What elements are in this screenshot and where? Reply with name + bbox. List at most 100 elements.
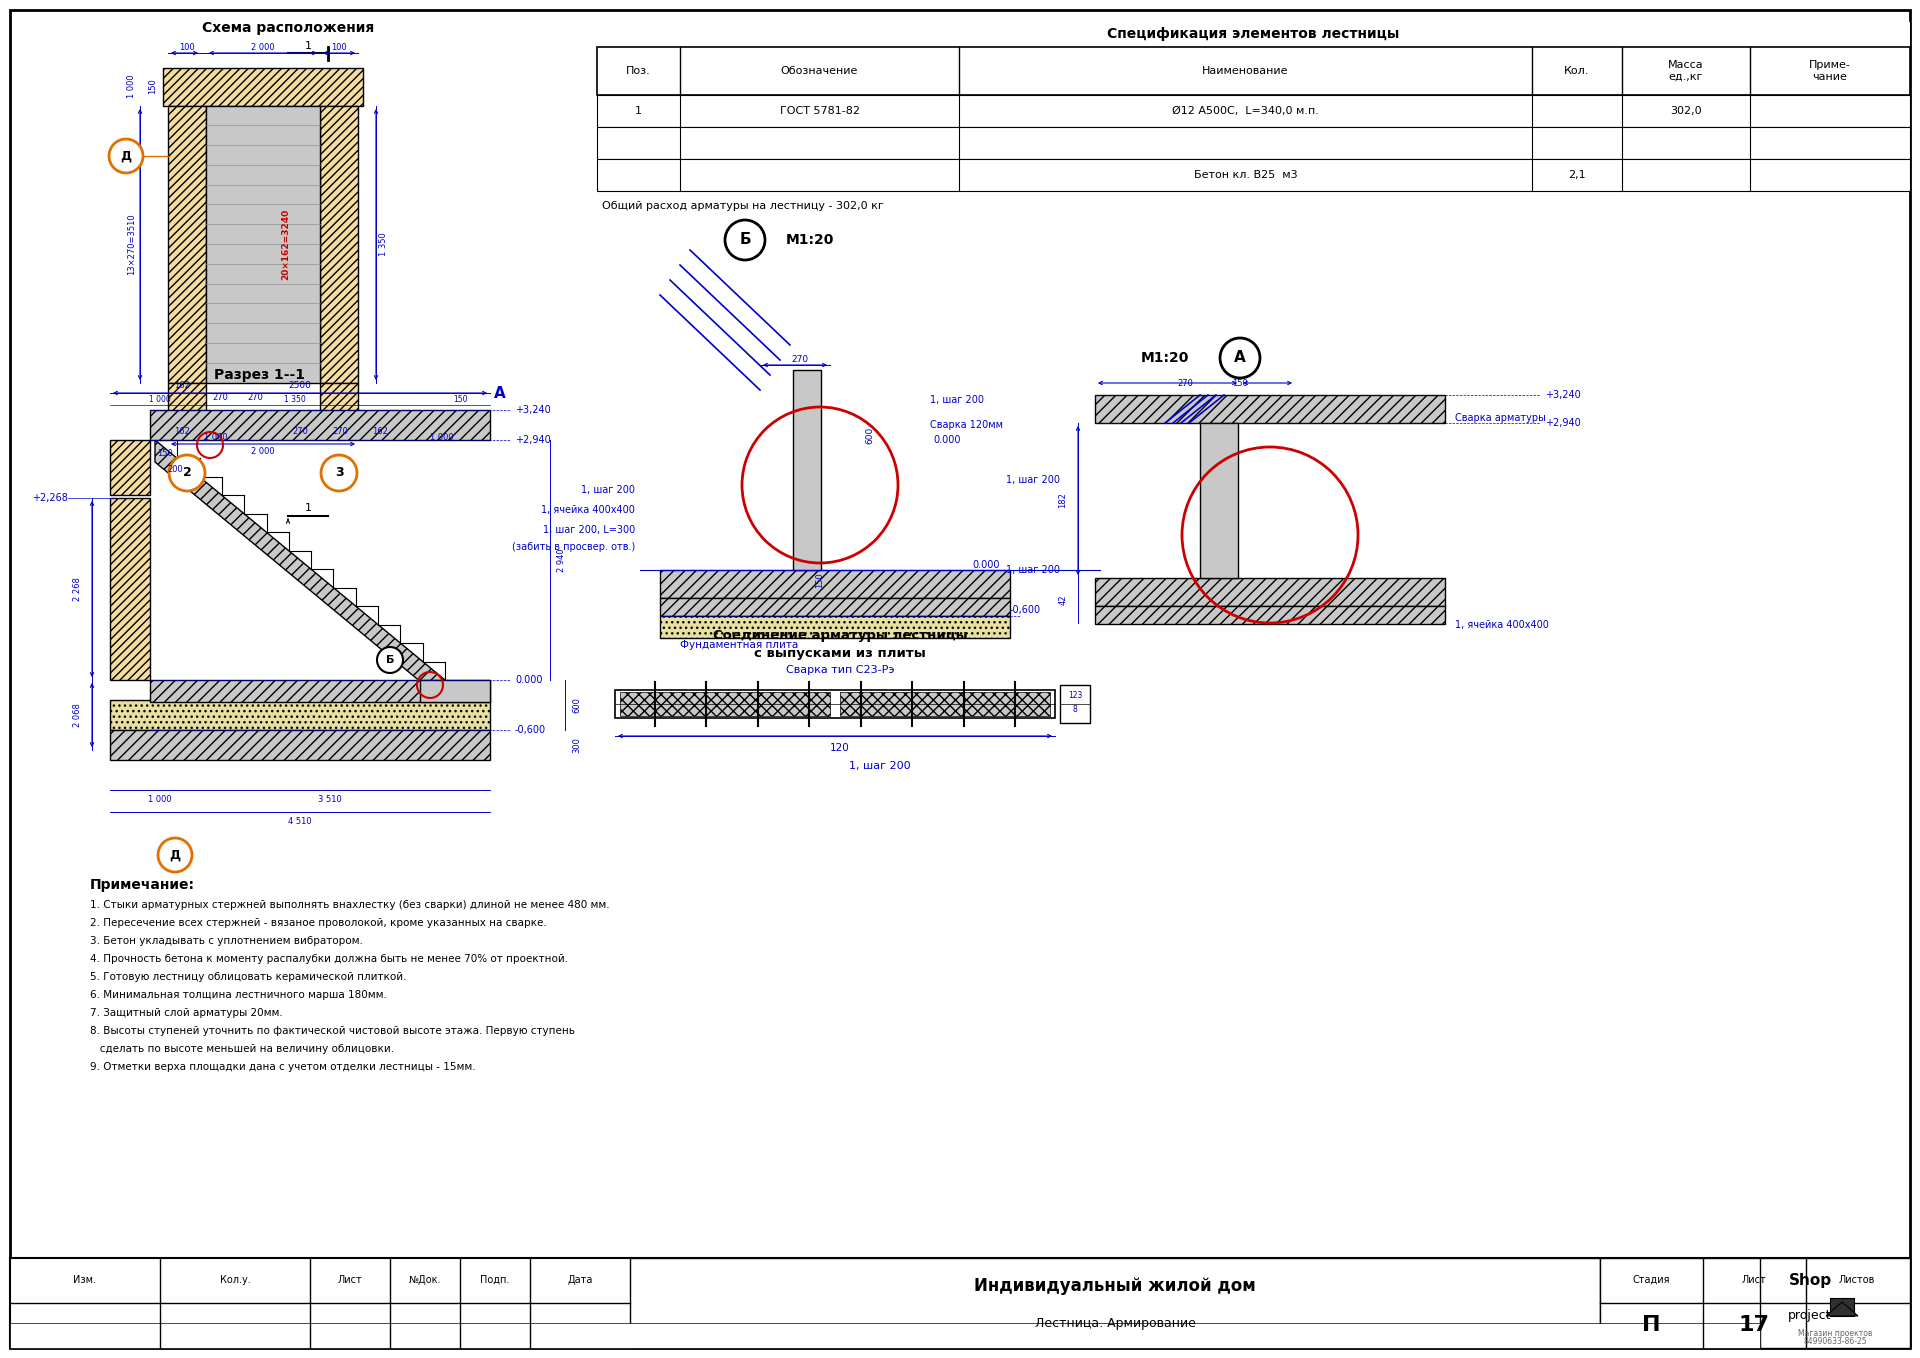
Text: 1, шаг 200, L=300: 1, шаг 200, L=300: [543, 526, 636, 535]
Text: 1, ячейка 400х400: 1, ячейка 400х400: [1455, 621, 1549, 630]
Circle shape: [169, 455, 205, 492]
Text: +3,240: +3,240: [515, 405, 551, 416]
Text: 2 268: 2 268: [73, 577, 83, 602]
Text: 0.000: 0.000: [515, 675, 543, 684]
Bar: [1094, 579, 1446, 606]
Text: A: A: [493, 386, 505, 401]
Circle shape: [726, 220, 764, 259]
Bar: [109, 498, 150, 680]
Text: 1 000: 1 000: [430, 433, 453, 443]
Text: сделать по высоте меньшей на величину облицовки.: сделать по высоте меньшей на величину об…: [90, 1044, 394, 1054]
Text: 2 940: 2 940: [557, 549, 566, 572]
Text: Б: Б: [739, 232, 751, 247]
Text: +2,940: +2,940: [1546, 418, 1580, 428]
Bar: [1094, 606, 1446, 623]
Text: Бетон кл. В25  м3: Бетон кл. В25 м3: [1194, 170, 1298, 181]
Bar: [169, 106, 205, 383]
Text: 1 000: 1 000: [204, 433, 227, 443]
Text: 1 000: 1 000: [150, 395, 171, 403]
Text: Shop: Shop: [1788, 1272, 1832, 1287]
Text: 2. Пересечение всех стержней - вязаное проволокой, кроме указанных на сварке.: 2. Пересечение всех стержней - вязаное п…: [90, 918, 547, 928]
Text: 270: 270: [1177, 379, 1192, 387]
Text: Д: Д: [121, 149, 132, 163]
Text: 5. Готовую лестницу облицовать керамической плиткой.: 5. Готовую лестницу облицовать керамичес…: [90, 972, 407, 982]
Text: 1. Стыки арматурных стержней выполнять внахлестку (без сварки) длиной не менее 4: 1. Стыки арматурных стержней выполнять в…: [90, 900, 611, 910]
Circle shape: [157, 838, 192, 872]
Text: 600: 600: [866, 426, 874, 444]
Text: Лист: Лист: [1741, 1275, 1766, 1285]
Bar: [597, 95, 1910, 128]
Bar: [150, 410, 490, 440]
Text: 1: 1: [636, 106, 641, 115]
Text: Индивидуальный жилой дом: Индивидуальный жилой дом: [973, 1277, 1256, 1296]
Text: 1, шаг 200: 1, шаг 200: [1006, 565, 1060, 574]
Text: Общий расход арматуры на лестницу - 302,0 кг: Общий расход арматуры на лестницу - 302,…: [603, 201, 883, 210]
Text: 1, шаг 200: 1, шаг 200: [1006, 475, 1060, 485]
Text: 2,1: 2,1: [1569, 170, 1586, 181]
Text: 150: 150: [157, 449, 173, 459]
Text: 162: 162: [175, 428, 190, 436]
Bar: [841, 693, 1050, 716]
Bar: [597, 48, 1910, 95]
Text: 8: 8: [1073, 706, 1077, 714]
Text: 1: 1: [305, 41, 311, 52]
Text: 3. Бетон укладывать с уплотнением вибратором.: 3. Бетон укладывать с уплотнением вибрат…: [90, 936, 363, 947]
Text: 2 000: 2 000: [252, 448, 275, 456]
Text: 1 350: 1 350: [284, 395, 305, 403]
Text: с выпусками из плиты: с выпусками из плиты: [755, 646, 925, 660]
Bar: [10, 1323, 1761, 1348]
Circle shape: [109, 139, 142, 172]
Text: -0,600: -0,600: [515, 725, 545, 735]
Text: 13×270=3510: 13×270=3510: [127, 213, 136, 276]
Text: 150: 150: [453, 395, 467, 403]
Text: 270: 270: [292, 428, 307, 436]
Circle shape: [1219, 338, 1260, 378]
Bar: [109, 699, 490, 731]
Text: 2 068: 2 068: [73, 703, 83, 727]
Text: 17: 17: [1738, 1315, 1770, 1335]
Bar: [660, 617, 1010, 638]
Circle shape: [321, 455, 357, 492]
Text: Листов: Листов: [1839, 1275, 1876, 1285]
Text: 123: 123: [1068, 690, 1083, 699]
Text: М1:20: М1:20: [1140, 350, 1188, 365]
Bar: [630, 1258, 1599, 1348]
Bar: [597, 128, 1910, 159]
Text: +2,268: +2,268: [33, 493, 67, 502]
Text: Магазин проектов: Магазин проектов: [1797, 1328, 1872, 1338]
Text: Кол.у.: Кол.у.: [219, 1275, 250, 1285]
Text: Подп.: Подп.: [480, 1275, 509, 1285]
Text: 1, ячейка 400х400: 1, ячейка 400х400: [541, 505, 636, 515]
Bar: [205, 106, 321, 383]
Polygon shape: [1826, 1302, 1859, 1316]
Text: 150: 150: [148, 79, 157, 94]
Text: 300: 300: [572, 737, 582, 752]
Text: 200: 200: [167, 464, 182, 474]
Bar: [793, 369, 822, 570]
Text: +3,240: +3,240: [1546, 390, 1580, 401]
Text: Обозначение: Обозначение: [781, 67, 858, 76]
Text: Сварка 120мм: Сварка 120мм: [929, 420, 1002, 430]
Text: Лист: Лист: [338, 1275, 363, 1285]
Text: 20×162=3240: 20×162=3240: [282, 208, 290, 280]
Text: ГОСТ 5781-82: ГОСТ 5781-82: [780, 106, 860, 115]
Text: 150: 150: [816, 572, 824, 588]
Text: Соединение арматуры лестницы: Соединение арматуры лестницы: [712, 629, 968, 641]
Text: 270: 270: [211, 394, 228, 402]
Text: 270: 270: [332, 428, 348, 436]
Text: 1, шаг 200: 1, шаг 200: [849, 760, 910, 771]
Text: 270: 270: [248, 394, 263, 402]
Text: П: П: [1642, 1315, 1661, 1335]
Text: 1 350: 1 350: [380, 232, 388, 257]
Text: 4. Прочность бетона к моменту распалубки должна быть не менее 70% от проектной.: 4. Прочность бетона к моменту распалубки…: [90, 955, 568, 964]
Text: Наименование: Наименование: [1202, 67, 1288, 76]
Text: А: А: [1235, 350, 1246, 365]
Text: Д: Д: [169, 849, 180, 861]
Bar: [321, 383, 357, 418]
Text: 1, шаг 200: 1, шаг 200: [929, 395, 983, 405]
Bar: [620, 693, 829, 716]
Bar: [1094, 395, 1446, 422]
Bar: [10, 1258, 1910, 1348]
Bar: [109, 440, 150, 496]
Bar: [420, 680, 490, 702]
